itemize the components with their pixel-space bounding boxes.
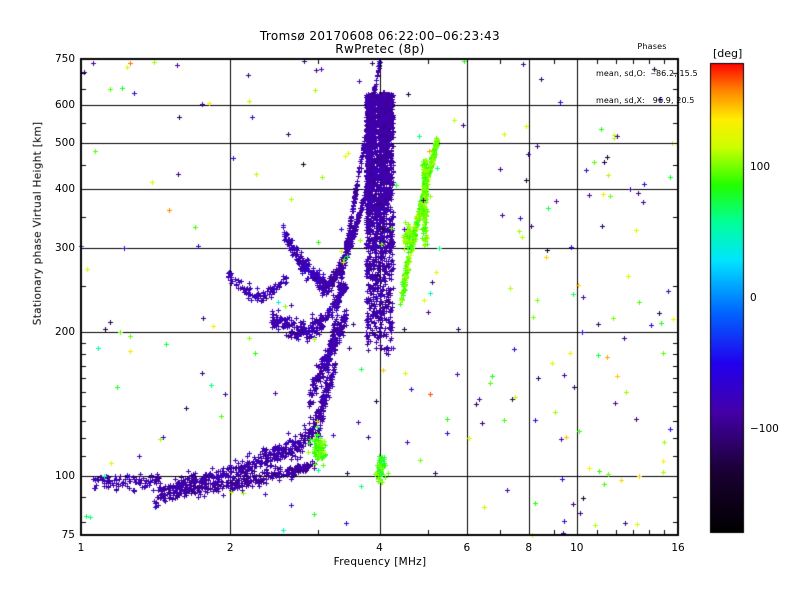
x-tick-label-1: 1 bbox=[77, 542, 85, 554]
colorbar-tick-label-0: 100 bbox=[750, 161, 771, 174]
colorbar-unit-label: [deg] bbox=[713, 47, 743, 60]
x-tick-label-4: 4 bbox=[376, 542, 383, 554]
x-tick-label-8: 8 bbox=[525, 542, 533, 554]
colorbar-tick-label-2: −100 bbox=[750, 422, 779, 435]
phase-stats-o-mode: mean, sd,O: ‒86.2, 15.5 bbox=[596, 69, 698, 78]
x-tick-label-6: 6 bbox=[463, 542, 471, 554]
plot-title-line1: Tromsø 20170608 06:22:00‒06:23:43 bbox=[259, 29, 501, 43]
y-axis-label: Stationary phase Virtual Height [km] bbox=[31, 121, 44, 326]
y-tick-label-750: 750 bbox=[54, 53, 75, 65]
y-tick-label-500: 500 bbox=[54, 136, 75, 149]
phase-stats-heading: Phases bbox=[637, 42, 667, 51]
y-tick-label-75: 75 bbox=[61, 529, 75, 541]
phase-stats-block: Phases mean, sd,O: ‒86.2, 15.5 mean, sd,… bbox=[596, 24, 708, 123]
y-tick-label-300: 300 bbox=[54, 242, 75, 255]
y-tick-label-200: 200 bbox=[54, 326, 75, 339]
plot-title-line2: RwPretec (8p) bbox=[335, 42, 425, 56]
y-tick-label-600: 600 bbox=[54, 99, 75, 112]
phase-stats-x-mode: mean, sd,X: 96.9, 20.5 bbox=[596, 96, 695, 105]
x-tick-label-16: 16 bbox=[671, 542, 685, 554]
x-tick-label-2: 2 bbox=[226, 542, 234, 554]
x-axis-label: Frequency [MHz] bbox=[333, 556, 427, 568]
x-tick-label-10: 10 bbox=[570, 542, 584, 554]
y-tick-label-400: 400 bbox=[54, 182, 75, 195]
colorbar-tick-label-1: 0 bbox=[750, 292, 757, 304]
y-tick-label-100: 100 bbox=[54, 469, 75, 482]
